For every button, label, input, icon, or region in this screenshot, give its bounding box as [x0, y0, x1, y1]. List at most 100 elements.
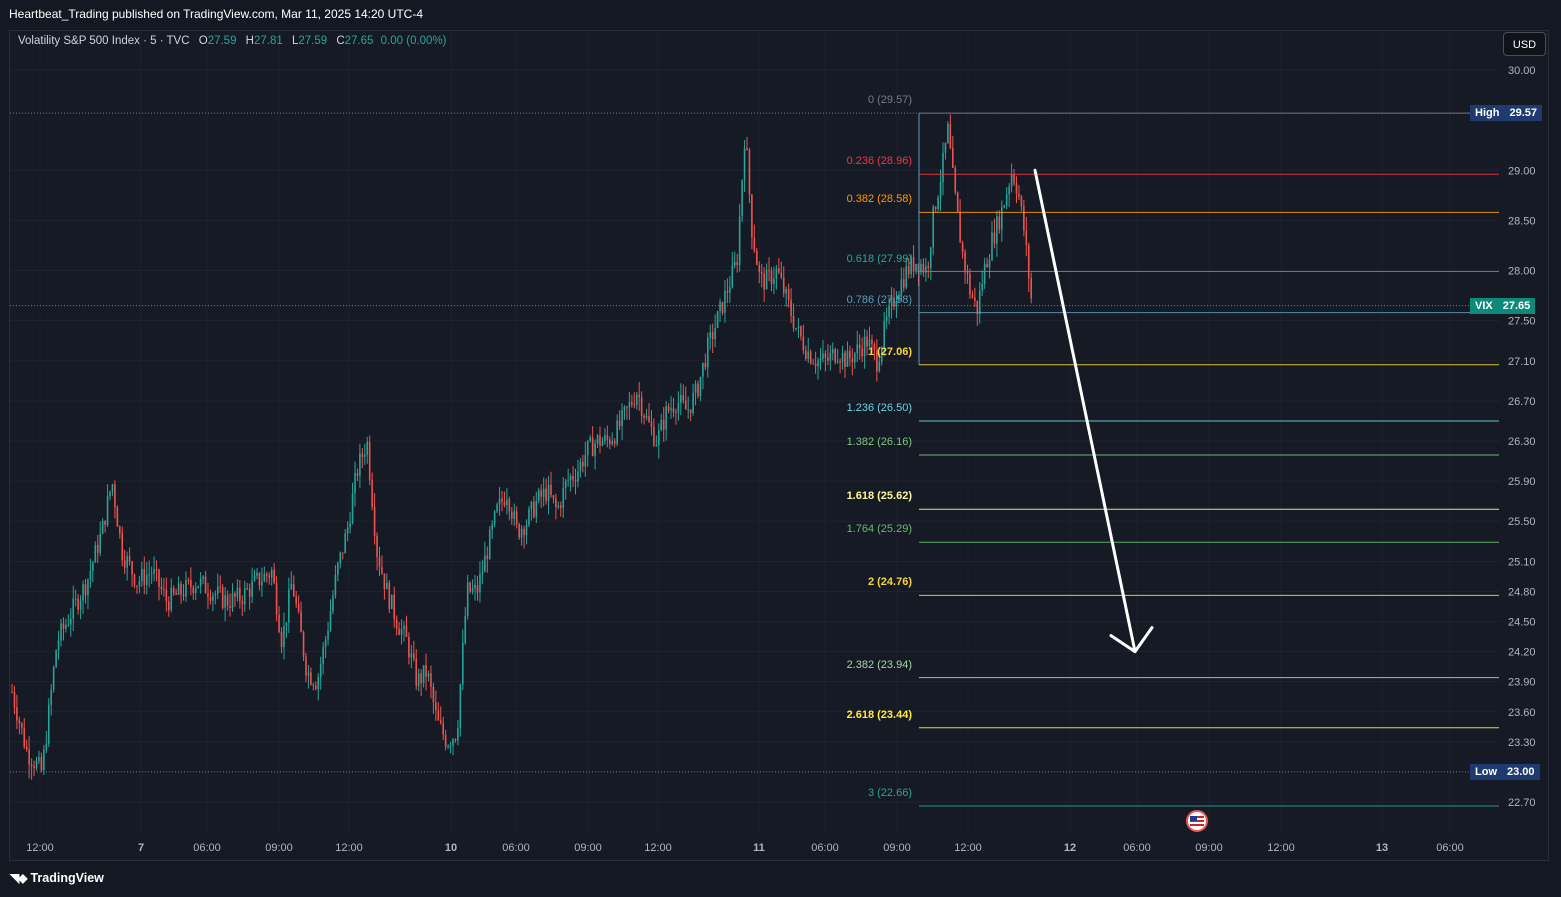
candle-body — [25, 746, 28, 750]
candle-body — [488, 529, 491, 560]
fib-level-label: 0.618 (27.99) — [846, 252, 912, 265]
x-tick-label: 09:00 — [265, 842, 293, 854]
candle-body — [645, 416, 648, 418]
candle-body — [890, 297, 893, 305]
candle-body — [395, 619, 398, 629]
candle-body — [802, 336, 805, 351]
candle-body — [883, 321, 885, 348]
candle-body — [929, 247, 932, 268]
candle-body — [525, 524, 528, 536]
candle-body — [660, 419, 663, 431]
currency-button[interactable]: USD — [1503, 32, 1546, 56]
candle-body — [866, 336, 868, 347]
y-tick-label: 23.90 — [1508, 677, 1536, 689]
candle-body — [572, 476, 574, 480]
candle-body — [903, 279, 905, 288]
candle-body — [437, 710, 440, 721]
candle-body — [831, 349, 834, 354]
candle-body — [711, 331, 714, 340]
candle-body — [790, 299, 792, 316]
y-tick-label: 24.20 — [1508, 647, 1536, 659]
candle-body — [795, 328, 797, 330]
candle-body — [689, 409, 692, 414]
top-bar: Heartbeat_Trading published on TradingVi… — [0, 0, 1561, 30]
candle-body — [417, 673, 420, 686]
fib-level-label: 2 (24.76) — [867, 576, 912, 589]
candle-body — [359, 453, 361, 476]
candle-body — [373, 506, 376, 536]
candle-body — [684, 400, 687, 410]
fib-level-label: 2.382 (23.94) — [846, 658, 912, 671]
candle-body — [662, 419, 665, 430]
candle-body — [961, 242, 964, 252]
candle-body — [574, 479, 577, 482]
candle-body — [927, 266, 930, 268]
candle-body — [50, 689, 52, 705]
candle-body — [885, 316, 888, 322]
y-tick-label: 28.50 — [1508, 215, 1536, 227]
y-tick-label: 26.30 — [1508, 436, 1536, 448]
x-tick-label: 06:00 — [1123, 842, 1151, 854]
legend-low: 27.59 — [298, 35, 328, 47]
flag-canton — [1190, 816, 1197, 821]
legend-close: 27.65 — [344, 35, 374, 47]
candle-body — [214, 593, 217, 596]
y-tick-label: 22.70 — [1508, 797, 1536, 809]
candle-body — [858, 344, 861, 349]
y-tick-label: 23.60 — [1508, 707, 1536, 719]
candle-body — [493, 511, 496, 525]
candle-body — [38, 757, 40, 761]
y-tick-label: 30.00 — [1508, 65, 1536, 77]
candle-body — [854, 353, 856, 363]
candle-body — [150, 573, 153, 575]
candle-body — [800, 326, 802, 337]
x-tick-label: 10 — [445, 842, 457, 854]
candle-body — [290, 584, 293, 590]
candle-body — [511, 511, 513, 519]
candle-body — [194, 587, 197, 594]
candle-body — [596, 435, 599, 444]
candle-body — [398, 628, 400, 635]
candle-body — [248, 588, 251, 597]
tradingview-logo[interactable]: ◥◆ TradingView — [10, 871, 104, 885]
candle-body — [89, 570, 92, 580]
candle-body — [851, 358, 854, 363]
candle-body — [278, 614, 280, 632]
candle-body — [111, 484, 114, 492]
chart-pane[interactable] — [9, 30, 1549, 861]
candle-body — [724, 290, 726, 313]
candle-body — [841, 352, 844, 363]
candle-body — [23, 727, 26, 747]
symbol-legend[interactable]: Volatility S&P 500 Index · 5 · TVC O27.5… — [18, 35, 447, 47]
candle-body — [28, 749, 30, 765]
x-tick-label: 06:00 — [811, 842, 839, 854]
x-tick-label: 09:00 — [1195, 842, 1223, 854]
candle-body — [344, 533, 346, 554]
candle-body — [163, 589, 165, 591]
candle-body — [726, 290, 729, 293]
candle-body — [611, 441, 614, 445]
candlestick-series — [11, 114, 1032, 780]
fib-level-label: 0.382 (28.58) — [846, 193, 912, 206]
candle-body — [452, 739, 454, 746]
candle-body — [442, 722, 444, 735]
candle-body — [204, 576, 207, 594]
candle-body — [462, 642, 464, 685]
x-tick-label: 12 — [1064, 842, 1076, 854]
candle-body — [457, 728, 459, 741]
fib-level-label: 1.618 (25.62) — [846, 490, 912, 503]
price-axis: 30.00 29.00 28.50 28.00 27.50 27.10 26.70 26.30… — [1508, 65, 1536, 809]
candle-body — [133, 574, 136, 586]
candle-body — [101, 520, 104, 534]
candle-body — [128, 556, 131, 562]
candle-body — [824, 353, 827, 358]
candle-body — [530, 501, 533, 510]
candle-body — [996, 216, 998, 244]
x-tick-label: 12:00 — [1267, 842, 1295, 854]
candle-body — [557, 505, 560, 508]
candle-body — [366, 441, 369, 455]
candle-body — [241, 600, 244, 605]
candle-body — [197, 585, 199, 588]
candle-body — [425, 665, 427, 677]
